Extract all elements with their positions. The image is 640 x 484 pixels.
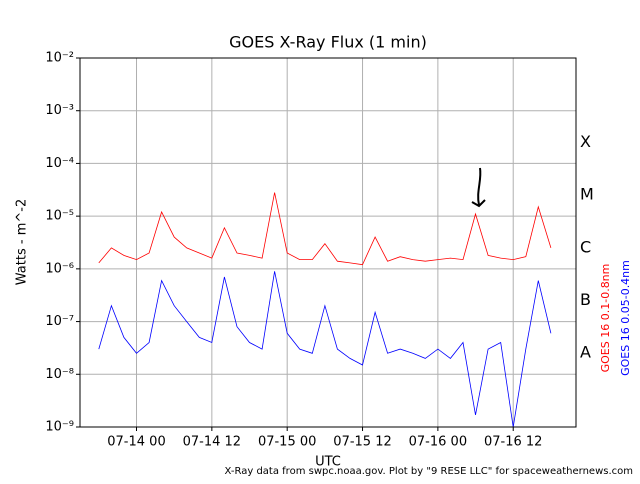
series-line [98,271,552,428]
plot-frame [79,57,577,428]
y-tick-label: 10⁻³ [45,103,74,118]
legend-entry: GOES 16 0.1-0.8nm [599,264,612,373]
y-tick-label: 10⁻⁶ [45,261,74,276]
arrow-annotation [471,167,486,208]
flare-class-label: A [580,343,591,362]
x-tick-label: 07-15 12 [333,435,391,450]
y-tick-label: 10⁻⁵ [45,209,74,224]
y-axis-label: Watts - m^-2 [15,199,30,285]
y-tick-label: 10⁻⁹ [45,420,74,435]
x-tick-label: 07-14 12 [183,435,241,450]
x-tick-label: 07-15 00 [258,435,316,450]
x-tick-label: 07-14 00 [107,435,165,450]
grid [80,57,576,428]
y-tick-label: 10⁻² [45,51,74,66]
flare-class-label: X [580,132,591,151]
chart-title: GOES X-Ray Flux (1 min) [229,33,427,52]
x-tick-label: 07-16 00 [409,435,467,450]
flare-class-label: B [580,290,591,309]
plot-lines [98,192,552,428]
y-tick-label: 10⁻⁸ [45,367,74,382]
footnote: X-Ray data from swpc.noaa.gov. Plot by "… [225,466,633,477]
flare-class-label: M [580,185,594,204]
y-tick-label: 10⁻⁴ [45,156,74,171]
x-tick-label: 07-16 12 [484,435,542,450]
series-line [98,192,552,266]
x-axis-label: UTC [315,455,341,470]
y-tick-label: 10⁻⁷ [45,314,74,329]
flare-class-label: C [580,237,591,256]
legend-entry: GOES 16 0.05-0.4nm [619,260,632,376]
